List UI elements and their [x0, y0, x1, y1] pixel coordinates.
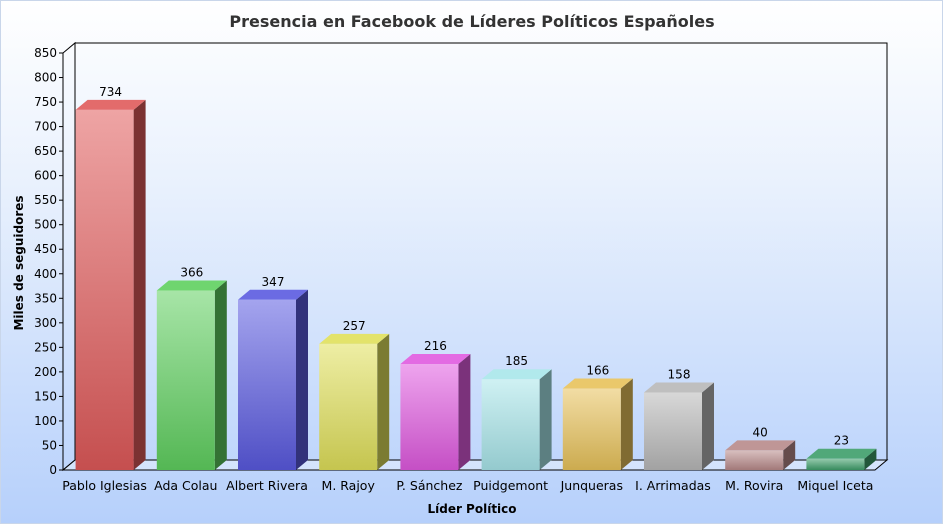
bar-front: [481, 379, 540, 470]
bar: [562, 378, 633, 470]
data-label: 366: [180, 265, 203, 279]
bar-top: [319, 333, 390, 344]
y-tick-label: 100: [34, 414, 57, 428]
y-tick-label: 550: [34, 193, 57, 207]
data-label: 166: [586, 364, 609, 378]
bar: [481, 369, 552, 470]
bar-front: [562, 388, 621, 470]
y-tick-label: 750: [34, 95, 57, 109]
bar: [644, 382, 714, 470]
bar: [75, 99, 146, 470]
y-tick-label: 50: [42, 438, 57, 452]
x-tick-label: Pablo Iglesias: [62, 478, 147, 493]
x-tick-label: I. Arrimadas: [635, 478, 711, 493]
bar-front: [806, 458, 865, 470]
bar-front: [319, 343, 378, 470]
x-tick-label: Miquel Iceta: [797, 478, 873, 493]
x-tick-label: M. Rajoy: [322, 478, 376, 493]
data-label: 23: [834, 434, 849, 448]
x-tick-label: Albert Rivera: [226, 478, 308, 493]
bar-top: [562, 378, 633, 389]
bar-side: [458, 354, 471, 470]
bar-top: [156, 280, 227, 291]
y-tick-label: 400: [34, 267, 57, 281]
bar-side: [702, 382, 714, 470]
bar-side: [864, 448, 877, 470]
x-tick-label: P. Sánchez: [396, 478, 463, 493]
y-tick-label: 600: [34, 169, 57, 183]
y-tick-label: 200: [34, 365, 57, 379]
data-label: 347: [262, 275, 285, 289]
bar-top: [238, 289, 308, 300]
x-tick-label: M. Rovira: [725, 478, 783, 493]
bar: [806, 448, 877, 470]
x-tick-label: Ada Colau: [154, 478, 217, 493]
bar-side: [783, 440, 796, 470]
bar: [238, 289, 308, 470]
y-tick-label: 0: [49, 463, 57, 477]
y-tick-label: 450: [34, 242, 57, 256]
y-tick-label: 250: [34, 340, 57, 354]
bar-front: [75, 109, 134, 470]
bar-top: [806, 448, 877, 459]
y-tick-label: 850: [34, 46, 57, 60]
bar-front: [156, 290, 215, 470]
bar-front: [238, 299, 296, 470]
bar: [400, 354, 471, 470]
y-tick-label: 800: [34, 71, 57, 85]
bar-side: [539, 369, 552, 470]
bar-top: [481, 369, 552, 380]
y-axis-title: Miles de seguidores: [12, 195, 26, 330]
bar-front: [725, 450, 784, 470]
bar-top: [400, 354, 471, 365]
bar-side: [214, 280, 227, 470]
x-tick-label: Puidgemont: [473, 478, 548, 493]
data-label: 734: [99, 85, 122, 99]
bar-front: [400, 364, 459, 470]
y-tick-label: 700: [34, 120, 57, 134]
y-tick-label: 150: [34, 389, 57, 403]
bar-top: [725, 440, 796, 451]
bar-front: [644, 392, 702, 470]
bar: [319, 333, 390, 470]
chart-title: Presencia en Facebook de Líderes Polític…: [229, 12, 714, 31]
data-label: 158: [668, 367, 691, 381]
data-label: 257: [343, 319, 366, 333]
bar-top: [75, 99, 146, 110]
bar: [725, 440, 796, 470]
x-tick-label: Junqueras: [560, 478, 623, 493]
bar-top: [644, 382, 714, 393]
y-tick-label: 350: [34, 291, 57, 305]
y-tick-label: 650: [34, 144, 57, 158]
x-axis-title: Líder Político: [427, 502, 516, 516]
data-label: 185: [505, 354, 528, 368]
y-tick-label: 500: [34, 218, 57, 232]
bar-side: [620, 378, 633, 470]
bar-side: [296, 289, 308, 470]
plot-left-wall: [62, 41, 76, 472]
bar: [156, 280, 227, 470]
bar-side: [377, 333, 390, 470]
bar-side: [133, 99, 146, 470]
data-label: 40: [753, 425, 768, 439]
data-label: 216: [424, 339, 447, 353]
y-tick-label: 300: [34, 316, 57, 330]
